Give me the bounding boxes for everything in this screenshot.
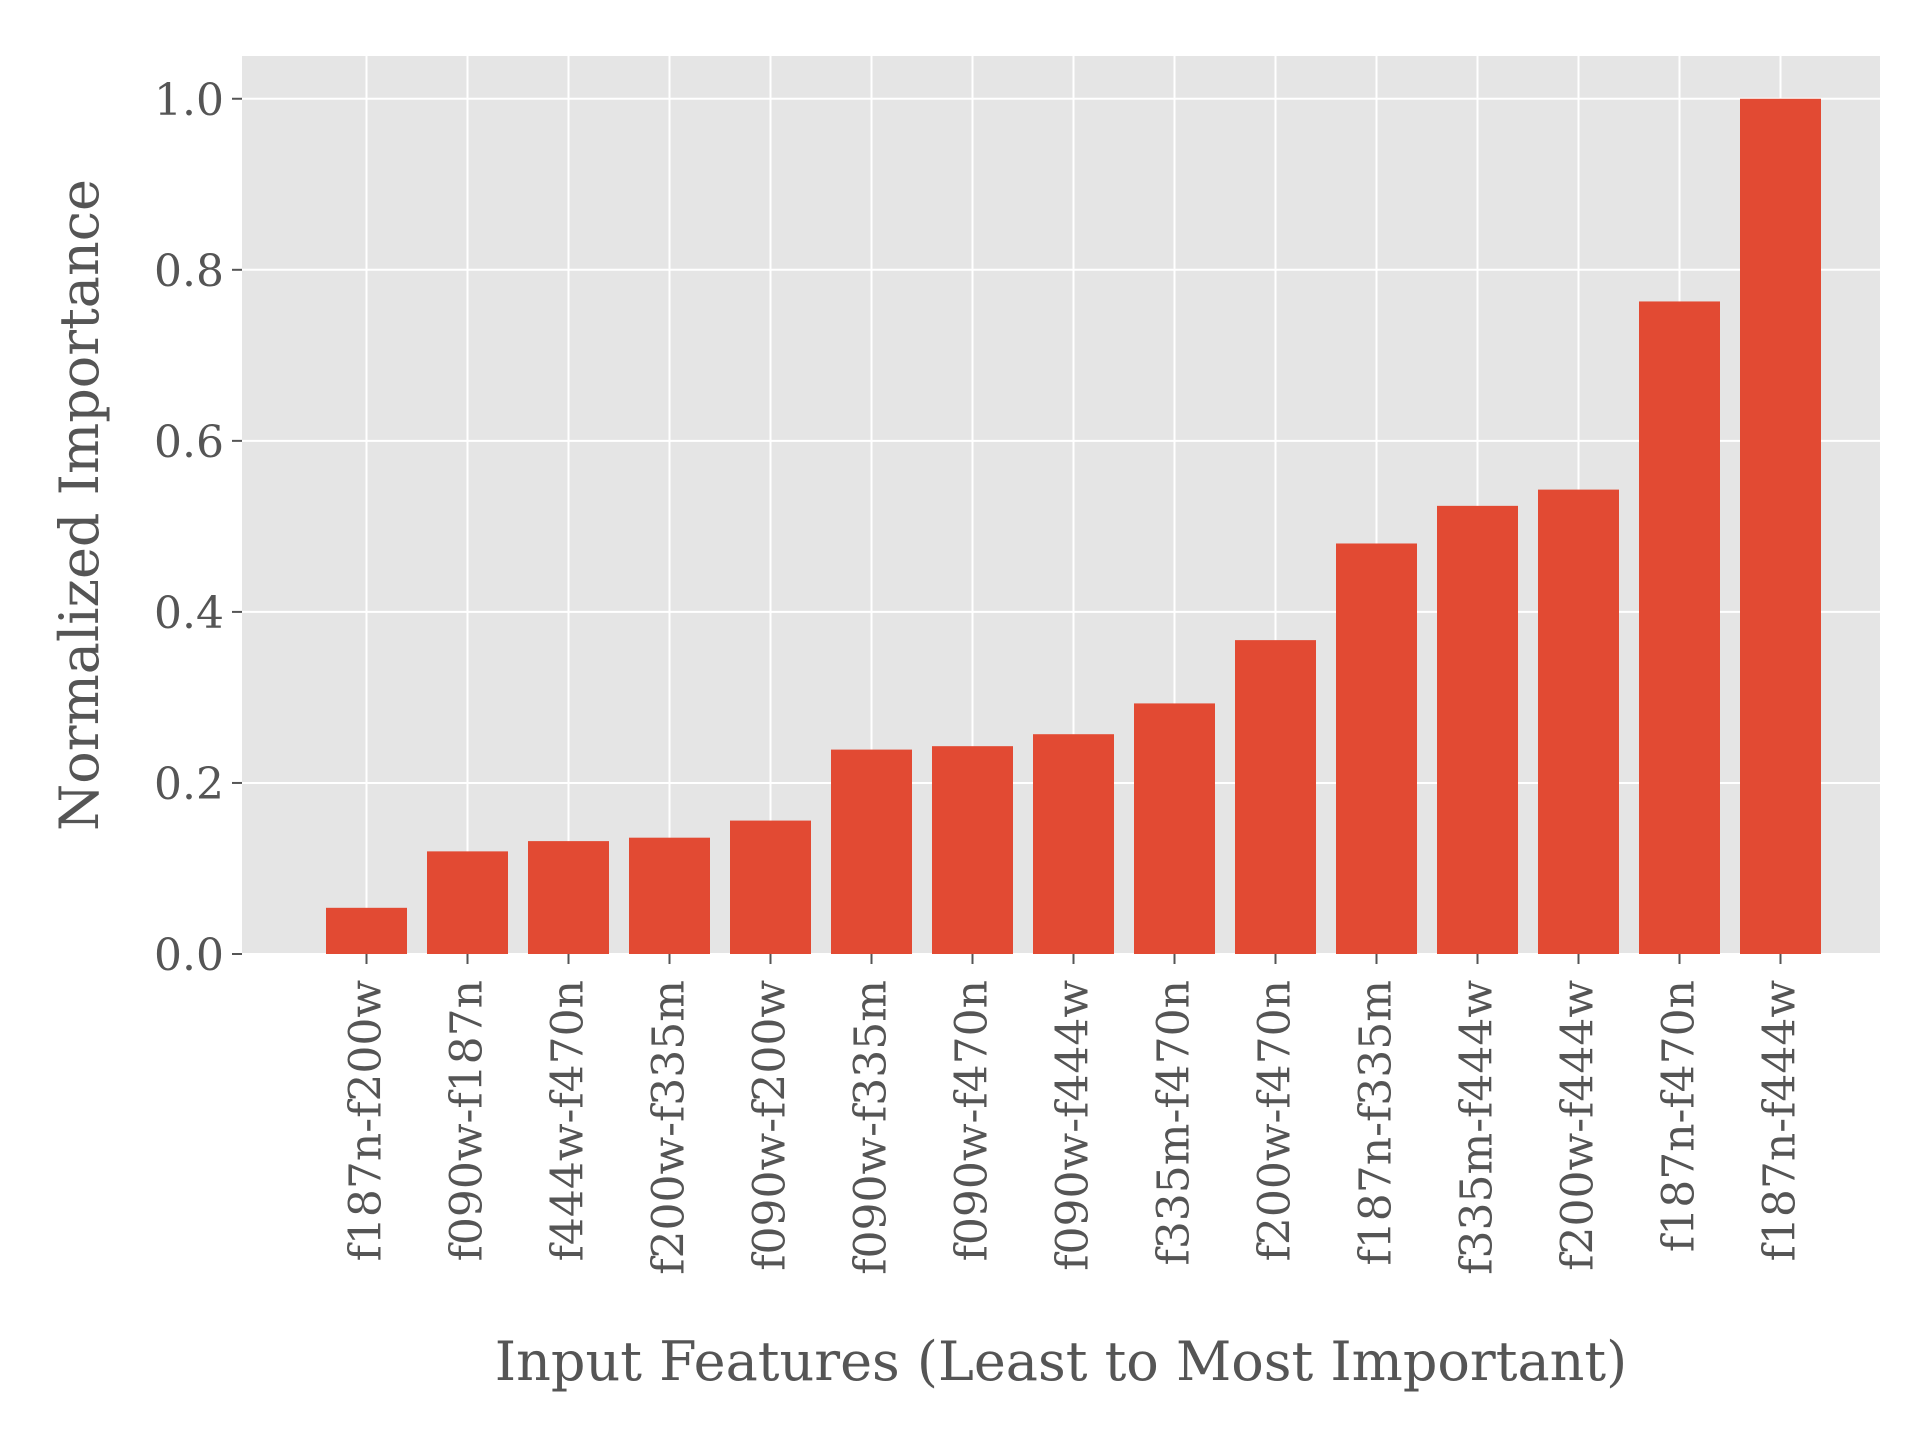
- x-tick-label: f200w-f444w: [1553, 980, 1604, 1271]
- bar-f090w-f200w: [730, 820, 811, 954]
- bars: [326, 98, 1821, 954]
- x-tick-label: f200w-f335m: [644, 980, 695, 1275]
- y-tick-label: 0.4: [154, 588, 224, 639]
- bar-f187n-f335m: [1336, 543, 1417, 954]
- x-axis-title: Input Features (Least to Most Important): [495, 1330, 1627, 1393]
- x-tick-label: f335m-f470n: [1149, 980, 1200, 1265]
- bar-f187n-f200w: [326, 907, 407, 954]
- x-tick-label: f444w-f470n: [543, 980, 594, 1261]
- y-tick-label: 0.8: [154, 246, 224, 297]
- y-tick-label: 1.0: [154, 75, 224, 126]
- bar-f444w-f470n: [528, 841, 609, 954]
- bar-f090w-f444w: [1033, 734, 1114, 954]
- x-tick-label: f090w-f187n: [442, 980, 493, 1261]
- y-axis-title: Normalized Importance: [48, 179, 111, 831]
- x-tick-label: f187n-f444w: [1755, 980, 1806, 1262]
- x-tick-label: f090w-f200w: [745, 980, 796, 1271]
- x-tick-label: f090w-f335m: [846, 980, 897, 1275]
- x-tick-label: f090w-f444w: [1048, 980, 1099, 1271]
- bar-f090w-f470n: [932, 746, 1013, 954]
- bar-f090w-f187n: [427, 851, 508, 954]
- bar-f335m-f444w: [1437, 505, 1518, 954]
- x-axis: f187n-f200w f090w-f187n f444w-f470n f200w-f…: [341, 954, 1806, 1275]
- y-tick-label: 0.6: [154, 417, 224, 468]
- bar-f187n-f444w: [1740, 98, 1821, 954]
- bar-f187n-f470n: [1639, 301, 1720, 954]
- bar-f200w-f470n: [1235, 640, 1316, 954]
- bar-f200w-f335m: [629, 837, 710, 954]
- bar-f090w-f335m: [831, 749, 912, 954]
- x-tick-label: f187n-f335m: [1351, 980, 1402, 1265]
- bar-f200w-f444w: [1538, 489, 1619, 954]
- y-axis: 0.0 0.2 0.4 0.6 0.8 1.0: [154, 75, 242, 981]
- y-tick-label: 0.0: [154, 930, 224, 981]
- bar-f335m-f470n: [1134, 703, 1215, 954]
- x-tick-label: f200w-f470n: [1250, 980, 1301, 1261]
- x-tick-label: f187n-f200w: [341, 980, 392, 1262]
- y-tick-label: 0.2: [154, 759, 224, 810]
- x-tick-label: f335m-f444w: [1452, 980, 1503, 1275]
- x-tick-label: f187n-f470n: [1654, 980, 1705, 1252]
- x-tick-label: f090w-f470n: [947, 980, 998, 1261]
